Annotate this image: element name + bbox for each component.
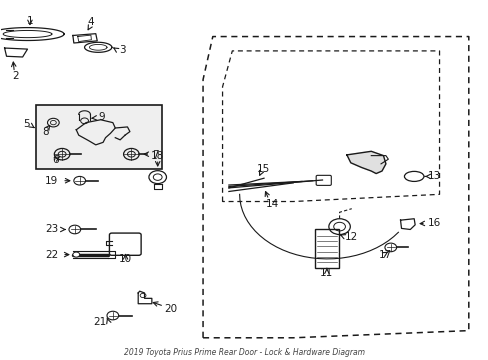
Text: 16: 16 (427, 218, 440, 228)
Text: 9: 9 (98, 112, 104, 122)
Text: 10: 10 (119, 254, 132, 264)
Text: 2019 Toyota Prius Prime Rear Door - Lock & Hardware Diagram: 2019 Toyota Prius Prime Rear Door - Lock… (124, 348, 364, 357)
Bar (36, 105, 161, 169)
Text: 2: 2 (12, 71, 19, 81)
Bar (315, 229, 338, 268)
Text: 18: 18 (151, 150, 164, 161)
Text: 23: 23 (45, 225, 58, 234)
Text: 3: 3 (119, 45, 125, 55)
Text: 17: 17 (379, 250, 392, 260)
Text: 15: 15 (256, 163, 269, 174)
Text: 21: 21 (93, 318, 106, 327)
Text: 5: 5 (22, 120, 29, 129)
Text: 20: 20 (163, 304, 177, 314)
Text: 19: 19 (45, 176, 58, 186)
Text: 6: 6 (52, 154, 59, 165)
Text: 7: 7 (152, 150, 158, 160)
Text: 12: 12 (344, 232, 357, 242)
Text: 8: 8 (42, 127, 49, 137)
Text: 11: 11 (320, 268, 333, 278)
Text: 13: 13 (427, 171, 440, 181)
Circle shape (73, 252, 80, 257)
Text: 22: 22 (45, 249, 58, 260)
Text: 14: 14 (265, 199, 279, 210)
Polygon shape (346, 151, 385, 174)
Text: 1: 1 (26, 16, 33, 26)
Text: 4: 4 (87, 17, 94, 27)
